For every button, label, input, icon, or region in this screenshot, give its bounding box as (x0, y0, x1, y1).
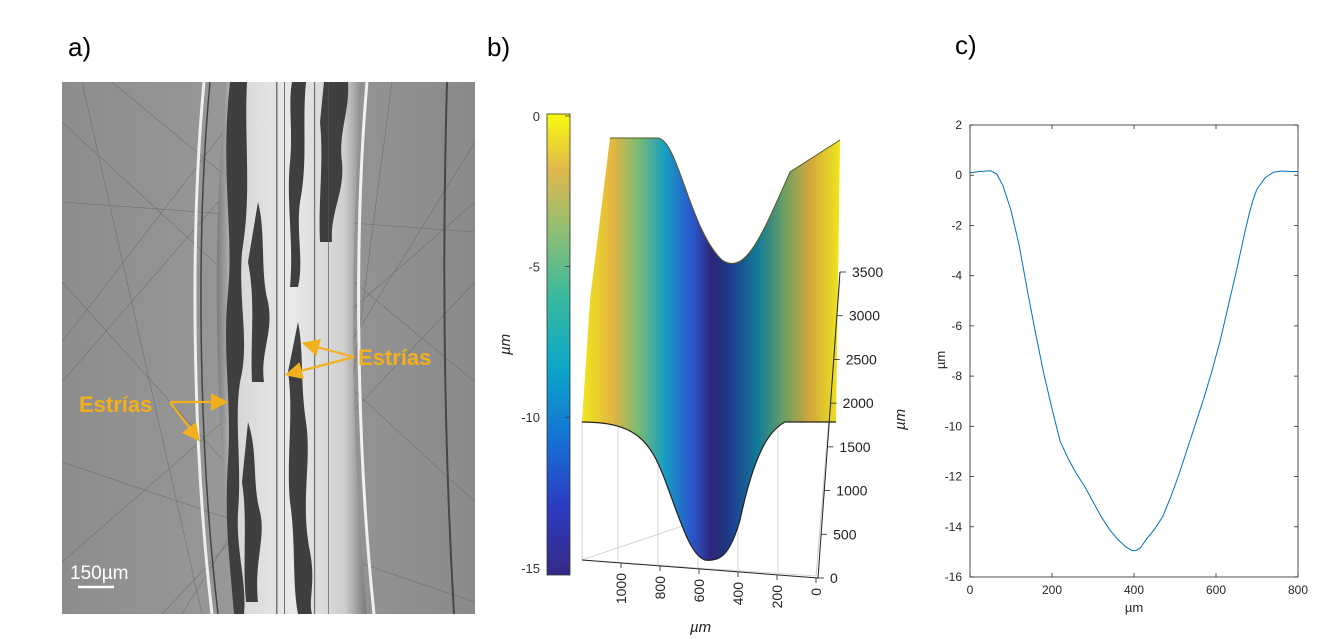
track-edge-left (193, 82, 214, 614)
micrograph-image: 150µm Estrías Estrías (62, 82, 475, 614)
surface-y-tick-label: 2000 (843, 395, 874, 411)
scale-bar-label: 150µm (70, 563, 128, 584)
annotation-arrow (169, 401, 200, 442)
surface-mesh (581, 137, 841, 561)
x-tick-label: 400 (1124, 583, 1144, 597)
y-tick-label: -14 (945, 520, 963, 534)
profile-x-label: µm (1125, 600, 1143, 615)
surface-x-tick-label: 600 (691, 579, 707, 603)
y-tick-label: -12 (945, 470, 963, 484)
surface-x-tick-label: 0 (808, 588, 824, 596)
colorbar-tick-label: 0 (533, 109, 540, 124)
y-axis-line (817, 271, 841, 579)
x-tick-label: 200 (1042, 583, 1062, 597)
colorbar-axis: 0 -5 -10 -15 (521, 109, 570, 576)
dark-scratch (443, 82, 455, 614)
surface-y-tick-label: 500 (833, 526, 857, 542)
annotation-label-left: Estrías (79, 392, 152, 417)
annotation-arrow (301, 338, 355, 359)
x-tick-label: 0 (967, 583, 974, 597)
surface-x-label: µm (690, 619, 711, 636)
profile-series-line (969, 170, 1298, 552)
colorbar (546, 113, 571, 576)
annotation-label-right: Estrías (358, 345, 431, 370)
surface3d-panel: 0 -5 -10 -15 µm 3500 3000 2500 2000 1500 1000 500… (500, 100, 920, 639)
colorbar-label: µm (500, 334, 514, 355)
surface-y-tick-label: 3000 (849, 308, 880, 324)
panel-label-a: a) (68, 32, 92, 62)
surface-y-tick-label: 2500 (846, 351, 877, 367)
y-tick-label: -16 (945, 570, 963, 584)
colorbar-tick-label: -15 (521, 561, 540, 576)
x-tick-label: 600 (1206, 583, 1226, 597)
annotation-arrow (284, 355, 355, 380)
surface-x-tick-label: 800 (652, 576, 668, 600)
surface-x-tick-label: 200 (769, 585, 785, 609)
colorbar-tick-label: -10 (521, 410, 540, 425)
profile-chart-axes: 0 200 400 600 800 2 0 -2 -4 -6 -8 -10 -12 -14 -16 (945, 118, 1309, 597)
debris-patches (226, 82, 349, 614)
y-tick-label: -6 (951, 319, 962, 333)
surface-x-tick-label: 1000 (613, 573, 629, 604)
y-tick-label: -8 (951, 369, 962, 383)
surface-y-tick-label: 3500 (852, 264, 883, 280)
x-tick-label: 800 (1288, 583, 1308, 597)
surface-x-tick-label: 400 (730, 582, 746, 606)
surface-y-label: µm (892, 409, 909, 430)
y-tick-label: -10 (945, 419, 963, 433)
y-tick-label: -4 (951, 269, 962, 283)
profile-chart: 0 200 400 600 800 2 0 -2 -4 -6 -8 -10 -12 -14 -16 µm µ… (933, 118, 1309, 615)
track-edge-left-dark (200, 82, 219, 614)
profile-y-label: µm (933, 351, 948, 369)
surface-y-tick-label: 0 (830, 570, 838, 586)
y-tick-label: 0 (955, 168, 962, 182)
profile-chart-panel: 0 200 400 600 800 2 0 -2 -4 -6 -8 -10 -12 -14 -16 µm µ… (905, 112, 1325, 622)
y-tick-label: 2 (955, 118, 962, 132)
panel-label-c: c) (955, 30, 977, 60)
plot-area (969, 124, 1299, 578)
track-edge-right (357, 82, 376, 614)
y-tick-label: -2 (951, 218, 962, 232)
surface-y-tick-label: 1000 (836, 483, 867, 499)
surface-x-axis: 1000 800 600 400 200 0 (613, 563, 824, 608)
micrograph-panel: 150µm Estrías Estrías (62, 82, 475, 614)
surface3d-plot: 0-5-10-15 µm 350030002500200015001000500… (500, 109, 909, 636)
colorbar-tick-label: -5 (528, 260, 540, 275)
panel-label-b: b) (487, 32, 511, 62)
surface-y-axis: 3500 3000 2500 2000 1500 1000 500 0 (818, 264, 883, 586)
surface-y-tick-label: 1500 (839, 439, 870, 455)
